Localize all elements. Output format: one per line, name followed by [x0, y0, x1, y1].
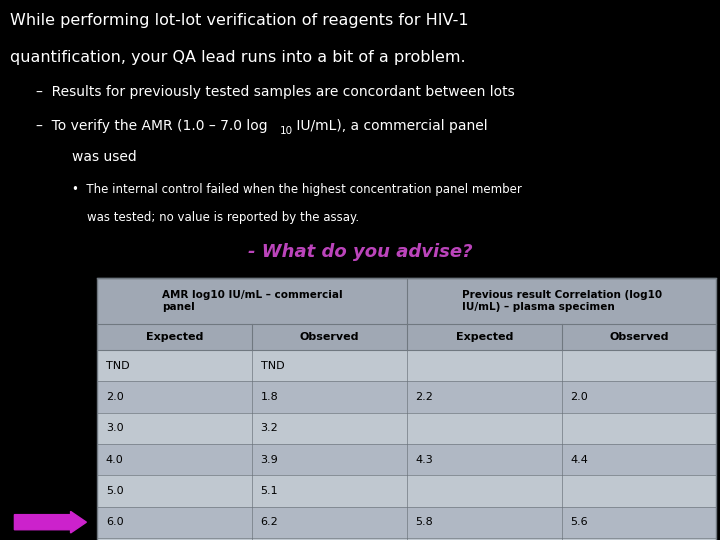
Bar	[97, 350, 716, 381]
Text: Previous result Correlation (log10
IU/mL) – plasma specimen: Previous result Correlation (log10 IU/mL…	[462, 291, 662, 312]
Text: 5.8: 5.8	[415, 517, 433, 527]
Text: 4.3: 4.3	[415, 455, 433, 464]
Text: 5.1: 5.1	[261, 486, 278, 496]
Bar	[97, 324, 716, 350]
Text: AMR log10 IU/mL – commercial
panel: AMR log10 IU/mL – commercial panel	[162, 291, 342, 312]
Text: 2.0: 2.0	[106, 392, 124, 402]
Bar	[97, 475, 716, 507]
Bar	[97, 507, 716, 538]
Text: 3.9: 3.9	[261, 455, 279, 464]
Text: 6.2: 6.2	[261, 517, 279, 527]
FancyArrow shape	[14, 511, 86, 533]
Bar	[97, 381, 716, 413]
Text: 3.0: 3.0	[106, 423, 123, 433]
Text: –  To verify the AMR (1.0 – 7.0 log: – To verify the AMR (1.0 – 7.0 log	[36, 119, 268, 133]
Text: 1.8: 1.8	[261, 392, 279, 402]
Bar	[97, 413, 716, 444]
Text: 5.6: 5.6	[570, 517, 588, 527]
Text: TND: TND	[106, 361, 130, 370]
Bar	[97, 278, 716, 324]
Bar	[97, 444, 716, 475]
Text: IU/mL), a commercial panel: IU/mL), a commercial panel	[292, 119, 488, 133]
Text: 10: 10	[279, 126, 292, 137]
Text: 5.0: 5.0	[106, 486, 123, 496]
Text: Expected: Expected	[456, 332, 513, 342]
Text: •  The internal control failed when the highest concentration panel member: • The internal control failed when the h…	[72, 183, 522, 195]
Text: quantification, your QA lead runs into a bit of a problem.: quantification, your QA lead runs into a…	[10, 50, 466, 65]
Text: Expected: Expected	[146, 332, 203, 342]
Text: 6.0: 6.0	[106, 517, 123, 527]
Text: TND: TND	[261, 361, 284, 370]
Text: was used: was used	[72, 150, 137, 164]
Text: - What do you advise?: - What do you advise?	[248, 243, 472, 261]
Text: was tested; no value is reported by the assay.: was tested; no value is reported by the …	[72, 211, 359, 224]
Text: Observed: Observed	[300, 332, 359, 342]
Text: 3.2: 3.2	[261, 423, 279, 433]
Text: 4.4: 4.4	[570, 455, 588, 464]
Text: 2.0: 2.0	[570, 392, 588, 402]
Text: –  Results for previously tested samples are concordant between lots: – Results for previously tested samples …	[36, 85, 515, 99]
Text: 4.0: 4.0	[106, 455, 124, 464]
Text: 2.2: 2.2	[415, 392, 433, 402]
Text: Observed: Observed	[609, 332, 669, 342]
Text: While performing lot-lot verification of reagents for HIV-1: While performing lot-lot verification of…	[10, 14, 469, 29]
Bar	[97, 538, 716, 540]
